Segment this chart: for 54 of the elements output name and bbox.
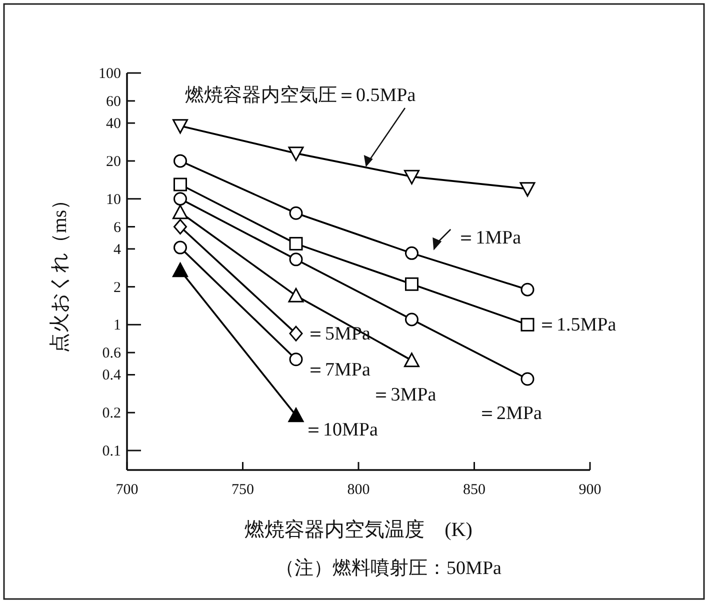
point — [289, 252, 303, 266]
point — [173, 178, 187, 192]
y-tick-label: 20 — [106, 154, 121, 170]
text: （注）燃料噴射圧：50MPa — [276, 557, 502, 579]
x-tick-label: 800 — [347, 482, 370, 498]
y-tick-label: 40 — [106, 116, 121, 132]
y-axis-title: 点火おくれ（ms） — [49, 190, 71, 354]
y-tick-label: 0.4 — [102, 368, 122, 384]
y-tick-label: 0.2 — [102, 406, 121, 422]
point — [520, 372, 534, 386]
point — [288, 288, 304, 302]
series-label: 燃焼容器内空気圧＝0.5MPa — [185, 84, 416, 106]
series-label: ＝3MPa — [372, 384, 437, 406]
x-tick-label: 750 — [232, 482, 254, 498]
y-tick-label: 4 — [114, 242, 122, 258]
y-tick-label: 0.1 — [102, 444, 121, 460]
series-label: ＝10MPa — [304, 419, 378, 440]
point — [404, 277, 418, 291]
point — [404, 312, 418, 326]
point — [173, 219, 187, 234]
y-tick-label: 0.6 — [102, 346, 122, 362]
point — [173, 192, 187, 206]
point — [289, 206, 303, 220]
point — [520, 318, 534, 332]
y-tick-label: 10 — [106, 192, 121, 208]
series-label: ＝7MPa — [306, 359, 371, 380]
point — [404, 170, 420, 184]
y-tick-label: 2 — [114, 280, 121, 296]
point — [404, 246, 418, 260]
point — [173, 154, 187, 168]
point — [172, 119, 188, 134]
y-tick-label: 60 — [106, 94, 121, 110]
y-tick-label: 1 — [114, 318, 121, 334]
point — [289, 326, 303, 342]
x-axis-title: 燃焼容器内空気温度 (K) — [244, 519, 472, 541]
series-label: ＝1.5MPa — [537, 314, 617, 336]
point — [404, 352, 420, 368]
x-tick-label: 900 — [578, 482, 602, 498]
x-tick-label: 700 — [116, 482, 138, 498]
point — [289, 236, 303, 250]
y-tick-label: 100 — [98, 66, 121, 82]
point — [288, 408, 304, 422]
point — [288, 146, 304, 162]
y-tick-label: 6 — [114, 220, 122, 236]
x-tick-label: 850 — [463, 482, 486, 498]
point — [172, 204, 188, 220]
point — [289, 352, 303, 366]
point — [520, 182, 536, 197]
point — [520, 282, 534, 296]
series-label: ＝1MPa — [456, 227, 522, 248]
point — [173, 240, 187, 254]
series-label: ＝5MPa — [306, 324, 371, 345]
point — [172, 262, 188, 278]
series-label: ＝2MPa — [477, 403, 542, 424]
